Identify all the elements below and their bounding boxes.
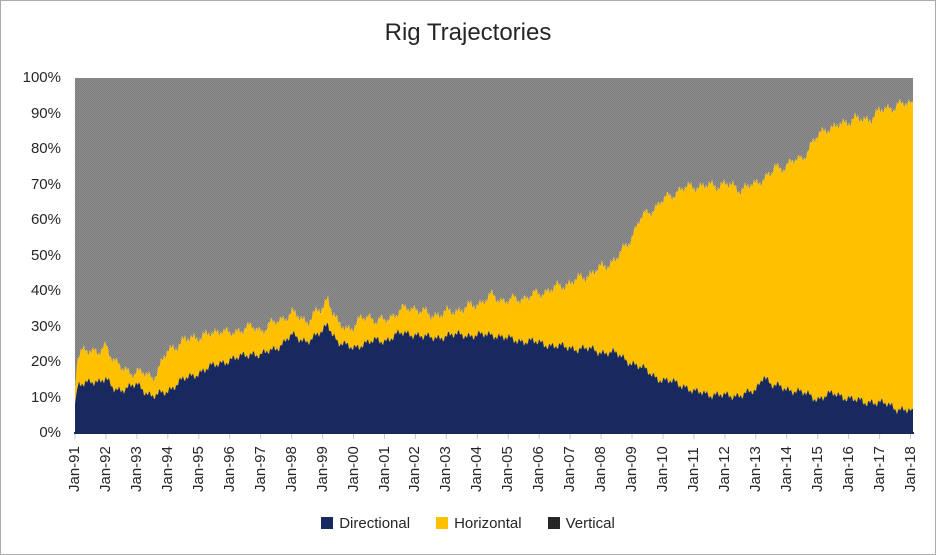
chart-title: Rig Trajectories xyxy=(384,19,552,46)
x-axis-label: Jan-08 xyxy=(592,446,610,492)
y-axis-label: 60% xyxy=(30,211,61,228)
area-series-vertical[interactable] xyxy=(75,78,913,390)
x-axis-label: Jan-02 xyxy=(406,446,424,492)
y-axis-label: 80% xyxy=(30,140,61,157)
x-axis-label: Jan-01 xyxy=(375,446,393,492)
x-axis-label: Jan-10 xyxy=(654,446,671,492)
legend-label-directional: Directional xyxy=(339,514,411,532)
y-axis-label: 30% xyxy=(30,317,61,335)
legend-item-horizontal[interactable]: Horizontal xyxy=(436,515,522,532)
x-axis-label: Jan-96 xyxy=(220,446,238,492)
area-series-directional[interactable] xyxy=(75,322,913,433)
x-axis-label: Jan-09 xyxy=(623,446,640,492)
y-axis-label: 20% xyxy=(30,353,61,370)
y-axis-label: 50% xyxy=(30,246,61,264)
legend-item-directional[interactable]: Directional xyxy=(321,515,410,532)
legend: Directional Horizontal Vertical xyxy=(1,510,935,536)
x-axis-label: Jan-97 xyxy=(251,446,269,492)
x-axis-label: Jan-18 xyxy=(901,446,919,492)
x-axis-ticks xyxy=(74,434,911,439)
x-axis-label: Jan-00 xyxy=(344,446,362,492)
legend-item-vertical[interactable]: Vertical xyxy=(547,514,615,532)
legend-swatch-directional xyxy=(321,517,334,529)
legend-label-vertical: Vertical xyxy=(565,514,615,532)
x-axis-label: Jan-11 xyxy=(684,447,702,492)
x-axis-label: Jan-94 xyxy=(158,446,176,492)
x-axis-label: Jan-98 xyxy=(282,446,300,492)
y-axis-label: 0% xyxy=(39,424,61,441)
x-axis-label: Jan-14 xyxy=(777,446,795,492)
legend-swatch-horizontal xyxy=(436,517,449,529)
y-axis-label: 100% xyxy=(22,69,61,86)
y-axis-label: 90% xyxy=(30,104,61,122)
x-axis-label: Jan-16 xyxy=(839,446,857,492)
y-axis-label: 40% xyxy=(30,282,61,299)
y-axis-label: 10% xyxy=(30,388,61,406)
x-axis-label: Jan-17 xyxy=(870,446,888,492)
x-axis-label: Jan-92 xyxy=(96,446,114,492)
x-axis-label: Jan-07 xyxy=(561,446,579,492)
area-series-horizontal[interactable] xyxy=(75,98,913,415)
x-axis-label: Jan-06 xyxy=(530,446,548,492)
legend-swatch-vertical xyxy=(547,517,560,529)
x-axis-label: Jan-04 xyxy=(468,446,486,492)
x-axis-label: Jan-93 xyxy=(127,446,145,492)
x-axis-label: Jan-12 xyxy=(715,446,733,492)
legend-label-horizontal: Horizontal xyxy=(454,514,522,532)
x-axis-label: Jan-03 xyxy=(437,446,455,492)
x-axis-label: Jan-99 xyxy=(313,446,331,492)
x-axis-label: Jan-95 xyxy=(189,446,207,492)
x-axis-label: Jan-13 xyxy=(746,446,764,492)
x-axis-label: Jan-91 xyxy=(66,446,83,492)
x-axis-label: Jan-15 xyxy=(808,446,826,492)
y-axis-label: 70% xyxy=(30,175,61,193)
x-axis-label: Jan-05 xyxy=(499,446,517,492)
